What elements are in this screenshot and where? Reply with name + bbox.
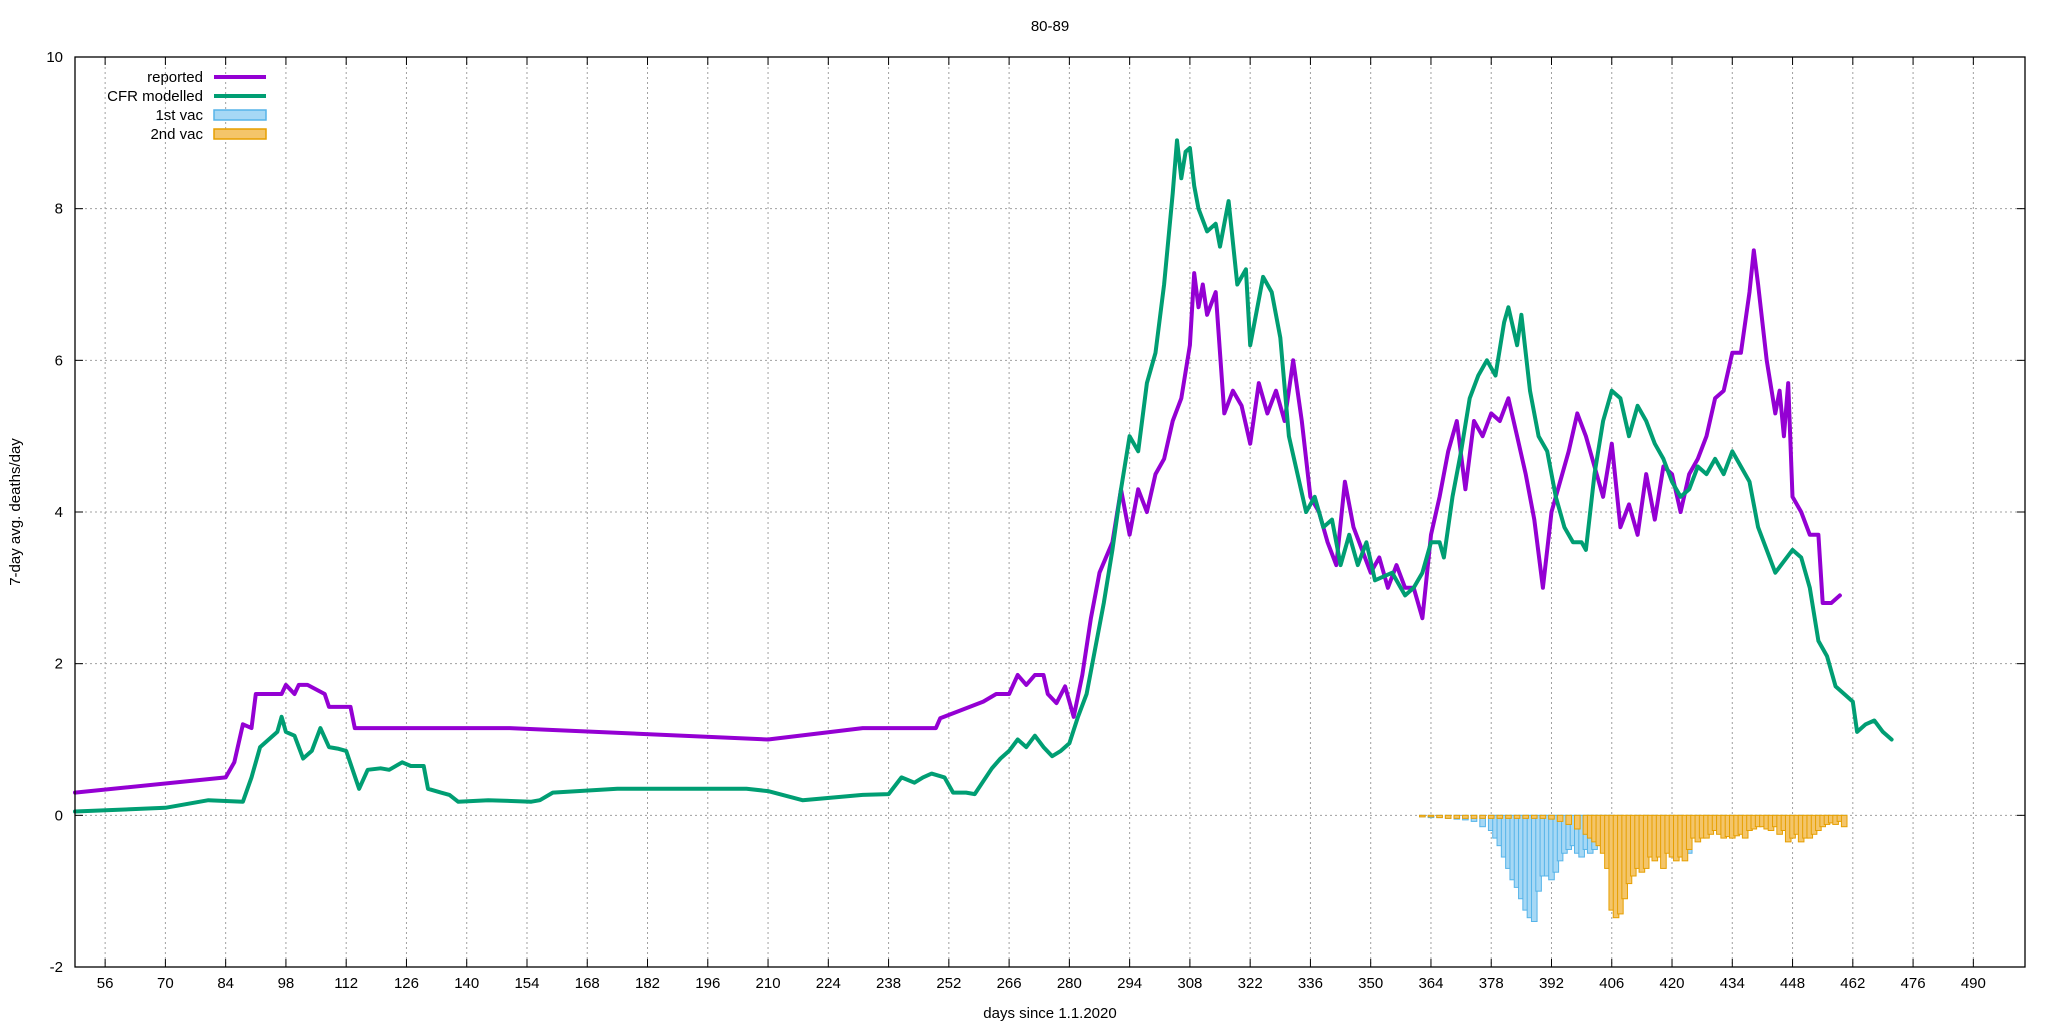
- y-tick-label: -2: [50, 959, 63, 976]
- legend-swatch-2nd-vac: [214, 129, 266, 139]
- bar-2nd-vac: [1506, 815, 1512, 818]
- bar-2nd-vac: [1437, 815, 1443, 817]
- legend-label-cfr-modelled: CFR modelled: [107, 88, 203, 105]
- y-tick-label: 8: [55, 201, 63, 218]
- bar-2nd-vac: [1463, 815, 1469, 818]
- x-tick-label: 350: [1358, 975, 1383, 992]
- x-axis-title: days since 1.1.2020: [983, 1005, 1116, 1022]
- bar-2nd-vac: [1514, 815, 1520, 818]
- bar-2nd-vac: [1454, 815, 1460, 818]
- x-tick-label: 378: [1479, 975, 1504, 992]
- x-tick-label: 182: [635, 975, 660, 992]
- x-tick-label: 56: [97, 975, 114, 992]
- bar-2nd-vac: [1445, 815, 1451, 818]
- x-tick-label: 294: [1117, 975, 1142, 992]
- x-tick-label: 98: [278, 975, 295, 992]
- bar-2nd-vac: [1471, 815, 1477, 818]
- x-tick-label: 126: [394, 975, 419, 992]
- x-tick-label: 420: [1660, 975, 1685, 992]
- bar-2nd-vac: [1557, 815, 1563, 821]
- x-tick-label: 70: [157, 975, 174, 992]
- legend-swatch-1st-vac: [214, 110, 266, 120]
- y-tick-label: 6: [55, 352, 63, 369]
- legend-label-1st-vac: 1st vac: [155, 107, 203, 124]
- y-tick-label: 2: [55, 656, 63, 673]
- y-tick-label: 0: [55, 807, 63, 824]
- bar-2nd-vac: [1428, 815, 1434, 817]
- x-tick-label: 308: [1177, 975, 1202, 992]
- legend-label-reported: reported: [147, 69, 203, 86]
- bar-2nd-vac: [1523, 815, 1529, 818]
- chart-title: 80-89: [1031, 18, 1069, 35]
- x-tick-label: 406: [1599, 975, 1624, 992]
- x-tick-label: 448: [1780, 975, 1805, 992]
- x-tick-label: 112: [334, 975, 358, 992]
- x-tick-label: 462: [1840, 975, 1865, 992]
- x-tick-label: 336: [1298, 975, 1323, 992]
- x-tick-label: 266: [997, 975, 1022, 992]
- x-tick-label: 196: [695, 975, 720, 992]
- x-tick-label: 168: [575, 975, 600, 992]
- x-tick-label: 392: [1539, 975, 1564, 992]
- bar-2nd-vac: [1566, 815, 1572, 824]
- x-tick-label: 476: [1901, 975, 1926, 992]
- x-tick-label: 154: [514, 975, 539, 992]
- legend-label-2nd-vac: 2nd vac: [150, 126, 203, 143]
- x-tick-label: 280: [1057, 975, 1082, 992]
- x-tick-label: 252: [936, 975, 961, 992]
- bar-2nd-vac: [1420, 815, 1426, 817]
- bar-2nd-vac: [1531, 815, 1537, 818]
- x-tick-label: 84: [217, 975, 234, 992]
- y-tick-label: 4: [55, 504, 63, 521]
- y-axis-title: 7-day avg. deaths/day: [7, 438, 24, 586]
- y-tick-label: 10: [46, 49, 63, 66]
- bar-2nd-vac: [1540, 815, 1546, 818]
- x-tick-label: 224: [816, 975, 841, 992]
- x-tick-label: 364: [1418, 975, 1443, 992]
- bar-2nd-vac: [1841, 815, 1847, 826]
- bar-2nd-vac: [1549, 815, 1555, 819]
- x-tick-label: 238: [876, 975, 901, 992]
- x-tick-label: 322: [1238, 975, 1263, 992]
- x-tick-label: 434: [1720, 975, 1745, 992]
- x-tick-label: 210: [756, 975, 781, 992]
- bar-2nd-vac: [1480, 815, 1486, 818]
- x-tick-label: 140: [454, 975, 479, 992]
- bar-2nd-vac: [1488, 815, 1494, 818]
- x-tick-label: 490: [1961, 975, 1986, 992]
- bar-2nd-vac: [1575, 815, 1581, 829]
- bar-2nd-vac: [1497, 815, 1503, 818]
